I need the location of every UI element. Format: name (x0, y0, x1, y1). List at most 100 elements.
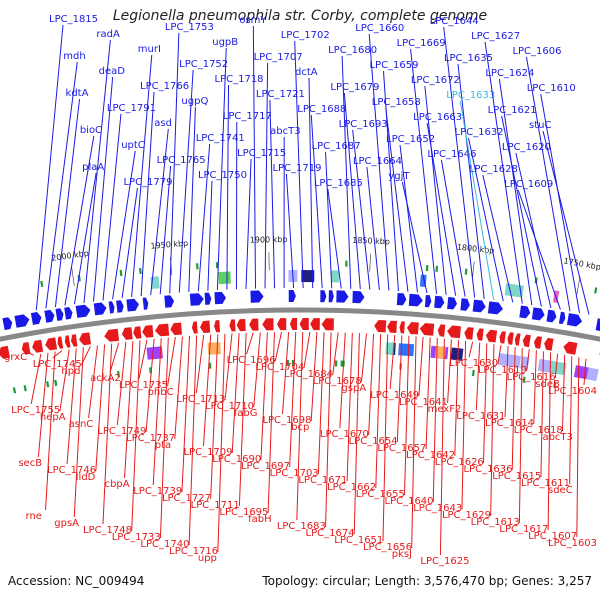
gene-label: LPC_1663 (413, 112, 462, 123)
trna-mark (23, 385, 27, 392)
label-leader-line (109, 342, 120, 373)
gene-label: LPC_1624 (485, 68, 534, 79)
label-leader-line (382, 70, 399, 292)
forward-gene-arrow (116, 300, 124, 313)
gene-label: ugpQ (181, 96, 208, 107)
forward-gene-arrow (30, 312, 42, 325)
label-leader-line (150, 128, 169, 296)
label-leader-line (102, 343, 113, 525)
gene-label: LPC_1619 (478, 365, 527, 376)
gene-label: stuC (529, 120, 551, 131)
gene-label: LPC_1693 (339, 119, 388, 130)
tick-mark (71, 268, 75, 287)
feature-block (146, 346, 163, 360)
label-leader-line (561, 354, 566, 432)
gene-label: LPC_1658 (372, 97, 421, 108)
gene-label: LPC_1709 (183, 447, 232, 458)
gene-label: asnC (69, 419, 94, 430)
label-leader-line (238, 332, 247, 507)
trna-mark (471, 369, 475, 377)
label-leader-line (540, 351, 544, 478)
trna-mark (12, 387, 17, 394)
accession-text: Accession: NC_009494 (8, 574, 145, 588)
gene-label: secB (18, 458, 42, 469)
gene-label: LPC_1739 (133, 486, 182, 497)
gene-label: LPC_1654 (349, 436, 398, 447)
label-leader-line (294, 40, 304, 289)
label-leader-line (501, 115, 542, 307)
reverse-gene-arrow (485, 329, 498, 343)
label-leader-line (368, 333, 375, 436)
forward-gene-arrow (558, 311, 566, 325)
label-leader-line (366, 166, 380, 291)
label-leader-line (443, 26, 476, 298)
label-leader-line (260, 332, 268, 461)
gene-label: LPC_1719 (272, 163, 321, 174)
label-leader-line (346, 332, 353, 482)
label-leader-line (554, 353, 559, 379)
reverse-gene-arrow (121, 327, 133, 340)
label-leader-line (482, 174, 514, 303)
reverse-gene-arrow (214, 320, 220, 333)
gene-label: LPC_1629 (442, 510, 491, 521)
label-leader-line (35, 24, 64, 311)
gene-label: LPC_1735 (119, 380, 168, 391)
label-leader-line (88, 345, 99, 419)
label-leader-line (468, 137, 504, 302)
trna-mark (594, 287, 598, 294)
forward-gene-arrow (126, 298, 139, 312)
trna-mark (117, 370, 120, 378)
gene-label: LPC_1649 (370, 390, 419, 401)
label-leader-line (224, 333, 233, 401)
label-leader-line (526, 349, 530, 372)
forward-gene-arrow (142, 297, 149, 310)
label-leader-line (52, 350, 63, 359)
label-leader-line (245, 158, 252, 289)
gene-label: LPC_1662 (327, 482, 376, 493)
label-leader-line (264, 62, 269, 289)
label-leader-line (332, 332, 339, 376)
label-leader-line (169, 32, 180, 294)
label-leader-line (418, 336, 424, 397)
forward-gene-arrow (424, 295, 432, 308)
gene-label: LPC_1765 (157, 155, 206, 166)
gene-label: LPC_1641 (399, 397, 448, 408)
label-leader-line (484, 41, 523, 304)
gene-label: bcp (291, 422, 309, 433)
gene-label: LPC_1640 (385, 496, 434, 507)
reverse-gene-arrow (447, 325, 461, 339)
gene-label: upp (198, 553, 217, 564)
reverse-gene-arrow (32, 339, 44, 353)
label-leader-line (396, 335, 403, 443)
gene-label: abcT3 (270, 126, 300, 137)
forward-gene-arrow (352, 290, 365, 304)
label-leader-line (159, 337, 169, 539)
gene-label: LPC_1737 (126, 433, 175, 444)
gene-label: LPC_1620 (502, 142, 551, 153)
gene-label: LPC_1740 (140, 539, 189, 550)
gene-label: LPC_1702 (281, 30, 330, 41)
gene-label: LPC_1711 (191, 500, 240, 511)
map-title: Legionella pneumophila str. Corby, compl… (112, 8, 488, 24)
label-leader-line (368, 33, 390, 291)
label-leader-line (385, 107, 409, 292)
label-leader-line (432, 338, 438, 503)
gene-label: LPC_1695 (219, 507, 268, 518)
label-leader-line (325, 332, 332, 528)
reverse-gene-arrow (249, 318, 259, 331)
gene-label: LPC_1674 (306, 528, 355, 539)
reverse-gene-arrow (277, 318, 287, 331)
gene-label: LPC_1632 (455, 127, 504, 138)
label-leader-line (210, 334, 219, 500)
label-leader-line (267, 332, 275, 514)
label-leader-line (518, 348, 523, 524)
label-leader-line (424, 85, 447, 295)
label-leader-line (343, 92, 361, 290)
label-leader-line (289, 331, 297, 468)
gene-label: LPC_1683 (277, 521, 326, 532)
label-leader-line (339, 332, 346, 429)
label-leader-line (468, 341, 474, 358)
reverse-gene-arrow (299, 318, 309, 330)
gene-label: LPC_1633 (446, 90, 495, 101)
